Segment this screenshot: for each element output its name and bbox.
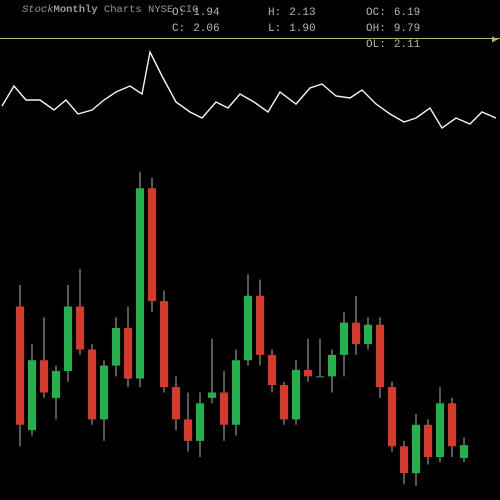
stat-key: O: <box>172 6 191 20</box>
ohlc-stats-col2: H:2.13L:1.90 <box>266 4 324 38</box>
candle-body <box>64 307 72 372</box>
candle-body <box>28 360 36 430</box>
candle-body <box>388 387 396 446</box>
candle-body <box>364 325 372 344</box>
candle-body <box>16 307 24 425</box>
candle-body <box>280 385 288 419</box>
candle-body <box>340 323 348 355</box>
indicator-polyline <box>2 52 496 128</box>
stat-key: C: <box>172 22 191 36</box>
candle-body <box>268 355 276 385</box>
separator-rule <box>0 38 500 39</box>
stat-key: H: <box>268 6 287 20</box>
candle-body <box>88 350 96 420</box>
stat-value: 1.90 <box>289 22 321 36</box>
stat-value: 9.79 <box>394 22 426 36</box>
candle-body <box>124 328 132 379</box>
candle-body <box>424 425 432 457</box>
candle-body <box>256 296 264 355</box>
stat-value: 2.13 <box>289 6 321 20</box>
candle-body <box>400 446 408 473</box>
candle-body <box>352 323 360 345</box>
candle-body <box>112 328 120 366</box>
candle-body <box>148 188 156 301</box>
candle-body <box>76 307 84 350</box>
candle-body <box>160 301 168 387</box>
candle-body <box>208 393 216 398</box>
candle-body <box>244 296 252 361</box>
candle-body <box>460 445 468 458</box>
candle-body <box>304 370 312 376</box>
candle-body <box>100 366 108 420</box>
candle-body <box>376 325 384 387</box>
candle-body <box>232 360 240 425</box>
stat-value: 1.94 <box>193 6 225 20</box>
candle-body <box>412 425 420 473</box>
stat-value: 2.06 <box>193 22 225 36</box>
candle-body <box>184 419 192 441</box>
stat-key: OH: <box>366 22 392 36</box>
title-prefix: Stock <box>22 4 54 16</box>
candle-body <box>316 376 324 377</box>
stat-value: 6.19 <box>394 6 426 20</box>
candle-body <box>220 393 228 425</box>
candle-body <box>292 370 300 419</box>
stat-key: L: <box>268 22 287 36</box>
candle-body <box>52 371 60 398</box>
candle-body <box>136 188 144 378</box>
candle-body <box>172 387 180 419</box>
candle-body <box>436 403 444 457</box>
candle-body <box>448 403 456 446</box>
ohlc-stats-col1: O:1.94C:2.06 <box>170 4 228 38</box>
title-bold: Monthly <box>54 4 98 16</box>
candle-body <box>328 355 336 377</box>
indicator-line-chart <box>0 42 500 152</box>
candlestick-chart <box>0 156 500 500</box>
stat-key: OC: <box>366 6 392 20</box>
candle-body <box>196 403 204 441</box>
candle-body <box>40 360 48 392</box>
